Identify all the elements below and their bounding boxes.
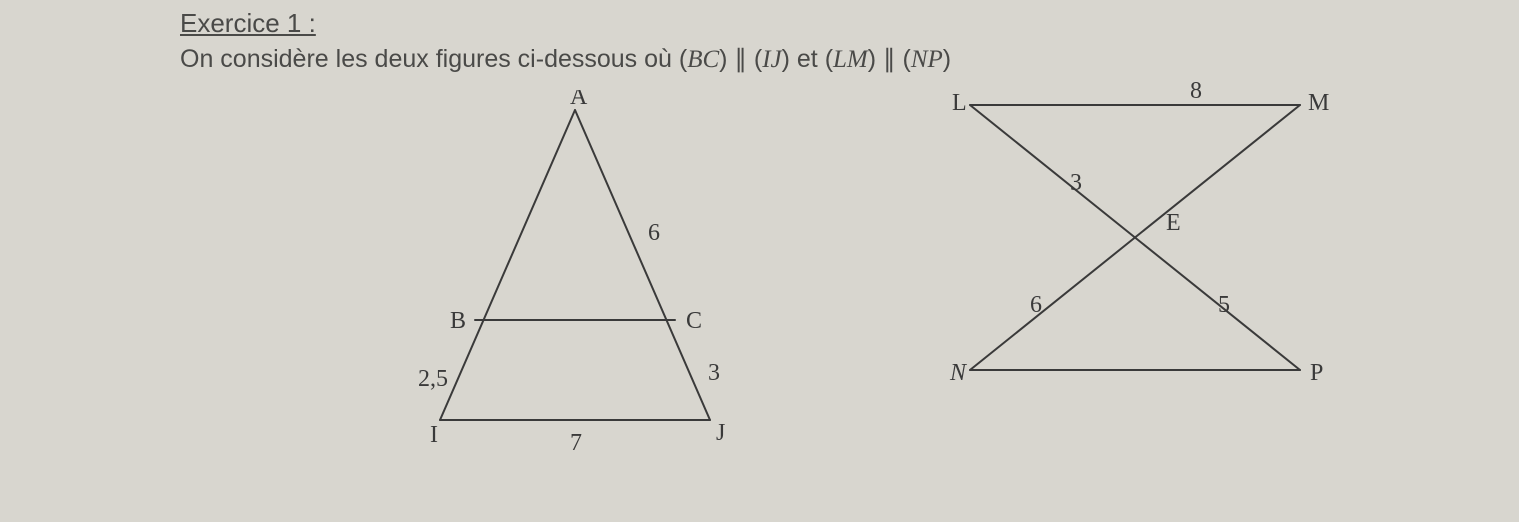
label-E: E	[1166, 210, 1181, 236]
length-EN: 6	[1030, 292, 1042, 318]
figure-cross-lines	[970, 105, 1300, 370]
length-CJ: 3	[708, 360, 720, 386]
label-B: B	[450, 308, 466, 334]
length-BI: 2,5	[418, 366, 448, 392]
length-AC: 6	[648, 220, 660, 246]
length-LM: 8	[1190, 80, 1202, 104]
label-M: M	[1308, 90, 1329, 116]
exercise-heading: Exercice 1 :	[180, 8, 316, 39]
exercise-statement: On considère les deux figures ci-dessous…	[180, 44, 951, 74]
figure-triangle: A B C I J 6 2,5 3 7	[380, 90, 780, 490]
label-L: L	[952, 90, 967, 116]
length-IJ: 7	[570, 430, 582, 456]
figure-cross: L M N P E 8 3 6 5	[930, 80, 1350, 410]
stmt-seg-bc: BC	[687, 46, 719, 73]
label-C: C	[686, 308, 702, 334]
label-J: J	[716, 420, 725, 446]
label-I: I	[430, 422, 438, 448]
stmt-prefix: On considère les deux figures ci-dessous…	[180, 45, 687, 73]
label-P: P	[1310, 360, 1323, 386]
figure-triangle-labels: A B C I J 6 2,5 3 7	[418, 90, 725, 456]
stmt-seg-ij: IJ	[762, 46, 781, 73]
stmt-mid3: ) ∥ (	[868, 45, 911, 73]
stmt-seg-np: NP	[911, 46, 943, 73]
label-N: N	[949, 360, 968, 386]
figure-triangle-lines	[440, 110, 710, 420]
stmt-mid2: ) et (	[782, 45, 833, 73]
label-A: A	[570, 90, 588, 110]
stmt-seg-lm: LM	[833, 46, 868, 73]
stmt-suffix: )	[943, 45, 951, 73]
stmt-mid1: ) ∥ (	[719, 45, 762, 73]
length-EP: 5	[1218, 292, 1230, 318]
length-LE: 3	[1070, 170, 1082, 196]
